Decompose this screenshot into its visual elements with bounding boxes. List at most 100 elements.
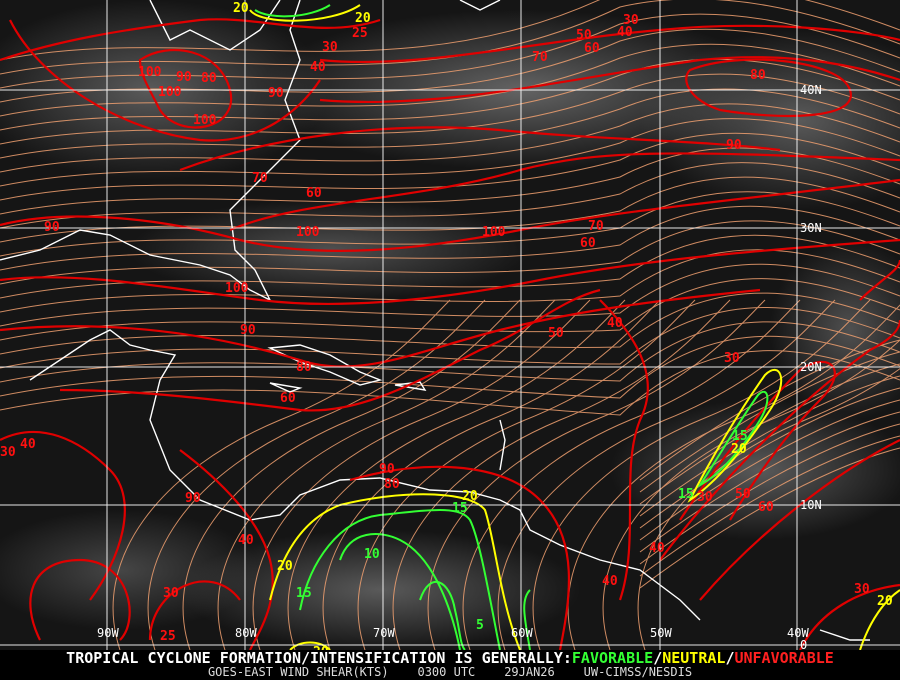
shear-contour-label: 25 xyxy=(352,26,368,41)
streamline xyxy=(532,299,871,650)
shear-contour-label: 20 xyxy=(731,442,747,457)
latitude-label: 10N xyxy=(800,498,822,512)
lat-lon-grid xyxy=(0,0,900,650)
streamline xyxy=(0,58,900,131)
shear-contour-label: 10 xyxy=(364,547,380,562)
streamline xyxy=(0,0,900,75)
shear-contour-label: 90 xyxy=(185,491,201,506)
streamline xyxy=(427,299,766,650)
streamline xyxy=(287,299,626,650)
streamline xyxy=(0,234,900,299)
latitude-label: 0 xyxy=(800,638,807,650)
separator: / xyxy=(725,649,735,667)
streamline xyxy=(0,249,900,313)
shear-contour-label: 50 xyxy=(735,487,751,502)
streamline xyxy=(0,103,900,173)
product-info: GOES-EAST WIND SHEAR(KTS) 0300 UTC 29JAN… xyxy=(0,666,900,679)
streamline xyxy=(639,339,900,481)
streamline xyxy=(639,351,900,493)
unfavorable-label: UNFAVORABLE xyxy=(734,649,834,667)
shear-contour-label: 60 xyxy=(580,236,596,251)
neutral-shear-contours xyxy=(249,4,900,650)
shear-contour-label: 100 xyxy=(482,225,506,240)
streamline xyxy=(0,191,900,257)
separator: / xyxy=(653,649,663,667)
product-credit: UW-CIMSS/NESDIS xyxy=(583,665,693,679)
streamline xyxy=(639,411,900,553)
shear-contour-label: 50 xyxy=(576,28,592,43)
shear-contour-label: 100 xyxy=(158,85,182,100)
streamline xyxy=(637,368,900,650)
shear-contour-label: 60 xyxy=(280,391,296,406)
streamline xyxy=(0,88,900,159)
shear-contour-label: 40 xyxy=(20,437,36,452)
shear-contour-label: 70 xyxy=(252,171,268,186)
shear-contour-label: 70 xyxy=(532,50,548,65)
product-source: GOES-EAST WIND SHEAR(KTS) xyxy=(207,665,389,679)
streamline xyxy=(0,162,900,229)
shear-contour-label: 20 xyxy=(233,1,249,16)
streamline xyxy=(462,299,801,650)
shear-contour-label: 80 xyxy=(750,68,766,83)
streamline xyxy=(147,299,486,650)
latitude-label: 20N xyxy=(800,360,822,374)
shear-contour-label: 15 xyxy=(296,586,312,601)
longitude-label: 90W xyxy=(97,626,119,640)
streamline xyxy=(0,0,900,61)
streamline xyxy=(639,435,900,577)
streamlines xyxy=(0,0,900,650)
shear-contour-label: 40 xyxy=(607,316,623,331)
streamline xyxy=(639,399,900,541)
shear-contour-label: 30 xyxy=(724,351,740,366)
shear-contour-label: 20 xyxy=(355,11,371,26)
shear-contour-label: 20 xyxy=(462,489,478,504)
streamline xyxy=(322,299,661,650)
product-date: 29JAN26 xyxy=(504,665,555,679)
longitude-label: 70W xyxy=(373,626,395,640)
favorable-label: FAVORABLE xyxy=(571,649,654,667)
shear-contour-label: 70 xyxy=(588,219,604,234)
legend-headline: TROPICAL CYCLONE FORMATION/INTENSIFICATI… xyxy=(0,650,900,666)
latitude-label: 30N xyxy=(800,221,822,235)
longitude-label: 40W xyxy=(787,626,809,640)
shear-contour-label: 30 xyxy=(854,582,870,597)
neutral-label: NEUTRAL xyxy=(662,649,726,667)
streamline xyxy=(392,299,731,650)
longitude-label: 50W xyxy=(650,626,672,640)
streamline xyxy=(0,335,900,399)
shear-contour-label: 60 xyxy=(584,41,600,56)
streamline xyxy=(252,299,591,650)
shear-contour-label: 30 xyxy=(0,445,16,460)
shear-contour-label: 60 xyxy=(758,500,774,515)
shear-contour-label: 90 xyxy=(268,86,284,101)
streamline xyxy=(0,28,900,103)
longitude-label: 80W xyxy=(235,626,257,640)
streamline xyxy=(0,278,900,341)
streamline xyxy=(639,375,900,517)
headline-text: TROPICAL CYCLONE FORMATION/INTENSIFICATI… xyxy=(66,649,572,667)
shear-contour-label: 100 xyxy=(296,225,320,240)
shear-contour-label: 40 xyxy=(649,541,665,556)
streamline xyxy=(0,205,900,271)
shear-contour-label: 30 xyxy=(163,586,179,601)
shear-contour-label: 15 xyxy=(678,487,694,502)
shear-contour-label: 100 xyxy=(193,113,217,128)
map-canvas: 90W 80W 70W 60W 50W 40W 40N 30N 20N 10N 0 30 25 40 10… xyxy=(0,0,900,650)
shear-contour-label: 15 xyxy=(452,501,468,516)
latitude-label: 40N xyxy=(800,83,822,97)
streamline xyxy=(639,423,900,565)
shear-contour-label: 90 xyxy=(44,220,60,235)
shear-contour-label: 90 xyxy=(726,138,742,153)
shear-contour-label: 30 xyxy=(697,490,713,505)
shear-contour-label: 60 xyxy=(306,186,322,201)
streamline xyxy=(0,73,900,145)
streamline xyxy=(0,43,900,117)
shear-contour-label: 100 xyxy=(225,281,249,296)
shear-contour-label: 40 xyxy=(617,25,633,40)
streamline xyxy=(0,132,900,201)
shear-contour-label: 40 xyxy=(602,574,618,589)
shear-contour-label: 25 xyxy=(160,629,176,644)
streamline xyxy=(0,118,900,187)
